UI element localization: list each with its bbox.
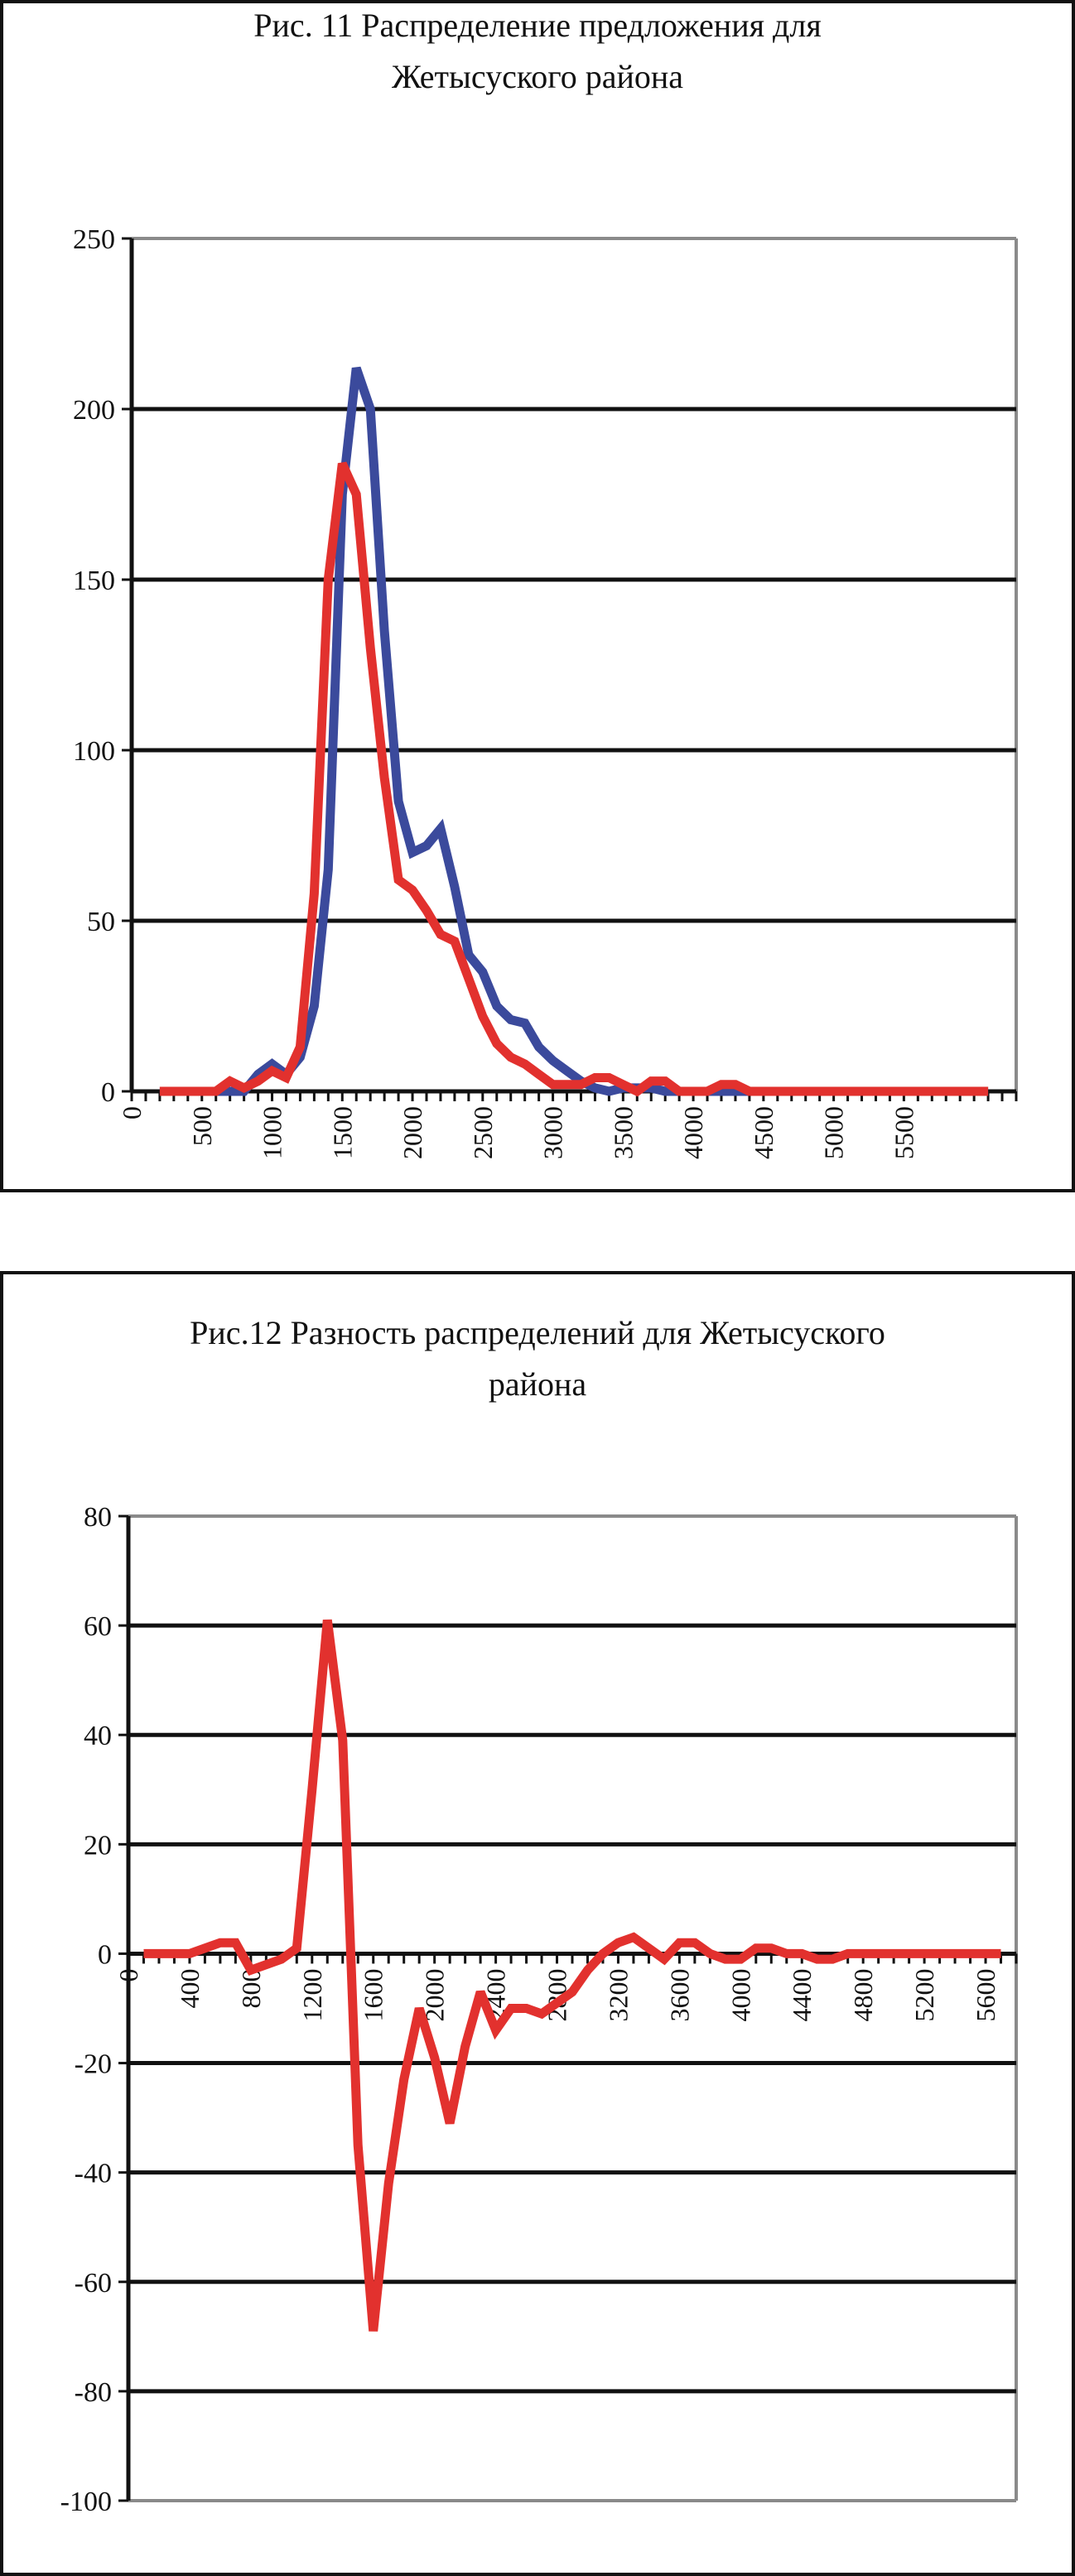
y-tick-label: 80 (84, 1502, 112, 1533)
x-tick-label: 3200 (603, 1968, 633, 2021)
x-tick-label: 2500 (468, 1106, 498, 1159)
chart-12-frame (0, 1271, 1075, 2576)
x-tick-label: 5000 (819, 1106, 849, 1159)
series-line-difference (143, 1619, 1001, 2332)
y-tick-label: -60 (75, 2268, 112, 2299)
chart-11-title-line-1: Рис. 11 Распределение предложения для (253, 7, 822, 44)
x-tick-label: 400 (175, 1968, 205, 2008)
y-tick-label: 60 (84, 1611, 112, 1642)
x-tick-label: 4500 (749, 1106, 779, 1159)
chart-12-title-line-1: Рис.12 Разность распределений для Жетысу… (190, 1314, 885, 1351)
x-tick-label: 800 (236, 1968, 266, 2008)
y-tick-label: 150 (73, 566, 115, 596)
y-tick-label: -40 (75, 2159, 112, 2189)
x-tick-label: 4000 (726, 1968, 755, 2021)
x-tick-label: 5500 (889, 1106, 918, 1159)
y-tick-label: 0 (101, 1077, 115, 1108)
x-tick-label: 1200 (297, 1968, 327, 2021)
x-tick-label: 4000 (678, 1106, 708, 1159)
chart-12-title-line-2: района (488, 1365, 587, 1403)
x-tick-label: 0 (113, 1968, 143, 1981)
y-tick-label: 100 (73, 736, 115, 767)
x-tick-label: 4800 (848, 1968, 878, 2021)
y-tick-label: 200 (73, 395, 115, 426)
chart-11-title: Рис. 11 Распределение предложения для Же… (0, 0, 1075, 103)
x-tick-label: 0 (117, 1106, 147, 1119)
x-tick-label: 1000 (258, 1106, 287, 1159)
y-tick-label: -80 (75, 2377, 112, 2408)
y-tick-label: 40 (84, 1721, 112, 1751)
series-line-red (159, 461, 989, 1097)
chart-11-title-line-2: Жетысуского района (391, 58, 684, 95)
x-tick-label: 1500 (327, 1106, 357, 1159)
x-tick-label: 3000 (538, 1106, 568, 1159)
x-tick-label: 2000 (398, 1106, 427, 1159)
x-tick-label: 5200 (909, 1968, 939, 2021)
x-tick-label: 3600 (664, 1968, 694, 2021)
chart-12-title: Рис.12 Разность распределений для Жетысу… (0, 1307, 1075, 1410)
y-tick-label: 0 (98, 1939, 112, 1970)
x-tick-label: 5600 (971, 1968, 1000, 2021)
x-tick-label: 3500 (608, 1106, 638, 1159)
y-tick-label: 20 (84, 1830, 112, 1861)
y-tick-label: 50 (87, 907, 115, 937)
y-tick-label: -20 (75, 2049, 112, 2080)
y-tick-label: -100 (60, 2487, 112, 2517)
chart-11-frame (0, 0, 1075, 1192)
x-tick-label: 500 (187, 1106, 217, 1146)
x-tick-label: 1600 (359, 1968, 388, 2021)
y-tick-label: 250 (73, 224, 115, 255)
x-tick-label: 4400 (787, 1968, 817, 2021)
